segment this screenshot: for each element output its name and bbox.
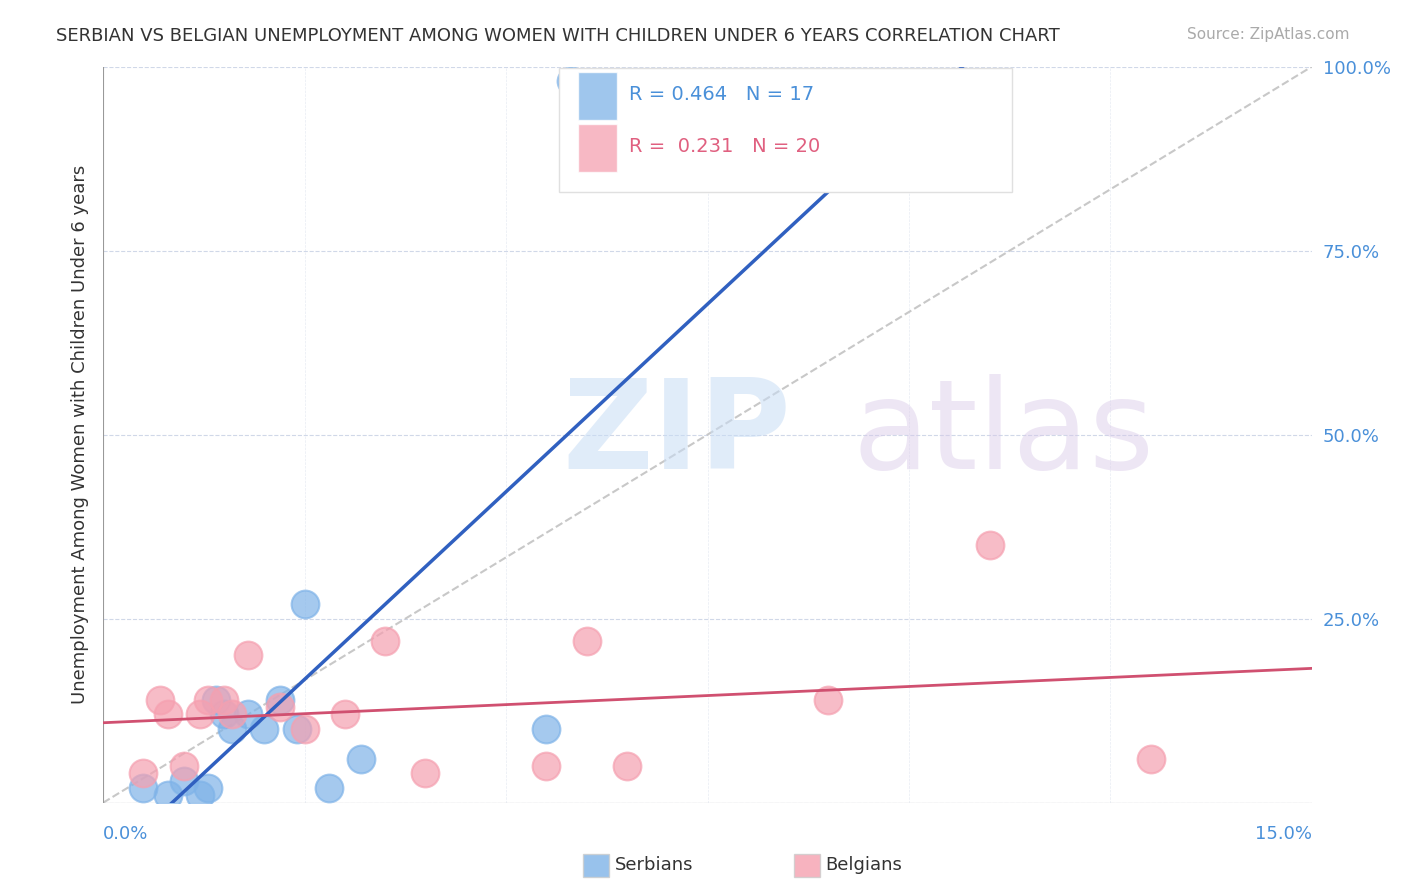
Point: [269, 692, 291, 706]
Text: Source: ZipAtlas.com: Source: ZipAtlas.com: [1187, 27, 1350, 42]
Point: [238, 648, 260, 663]
Point: [318, 780, 340, 795]
Text: ZIP: ZIP: [562, 374, 792, 495]
Point: [253, 722, 276, 736]
Point: [575, 633, 598, 648]
Text: R =  0.231   N = 20: R = 0.231 N = 20: [628, 136, 820, 155]
Point: [350, 751, 373, 765]
Point: [188, 707, 211, 722]
Point: [415, 766, 437, 780]
Point: [212, 707, 235, 722]
Point: [197, 780, 219, 795]
Point: [536, 759, 558, 773]
Point: [817, 692, 839, 706]
Y-axis label: Unemployment Among Women with Children Under 6 years: Unemployment Among Women with Children U…: [72, 165, 89, 705]
Text: SERBIAN VS BELGIAN UNEMPLOYMENT AMONG WOMEN WITH CHILDREN UNDER 6 YEARS CORRELAT: SERBIAN VS BELGIAN UNEMPLOYMENT AMONG WO…: [56, 27, 1060, 45]
Point: [221, 707, 243, 722]
Text: 0.0%: 0.0%: [103, 825, 149, 843]
FancyBboxPatch shape: [578, 124, 617, 172]
FancyBboxPatch shape: [578, 72, 617, 120]
Text: Belgians: Belgians: [825, 856, 903, 874]
Text: 15.0%: 15.0%: [1256, 825, 1312, 843]
Point: [1139, 751, 1161, 765]
Point: [197, 692, 219, 706]
Point: [188, 789, 211, 803]
Text: Serbians: Serbians: [614, 856, 693, 874]
Point: [374, 633, 396, 648]
Point: [285, 722, 308, 736]
Point: [294, 722, 316, 736]
Point: [536, 722, 558, 736]
Point: [560, 74, 582, 88]
Point: [333, 707, 356, 722]
Point: [132, 780, 155, 795]
Point: [205, 692, 228, 706]
Point: [212, 692, 235, 706]
Point: [221, 722, 243, 736]
Point: [132, 766, 155, 780]
Point: [979, 538, 1001, 552]
Point: [156, 789, 179, 803]
Text: R = 0.464   N = 17: R = 0.464 N = 17: [628, 85, 814, 104]
Point: [156, 707, 179, 722]
FancyBboxPatch shape: [558, 68, 1012, 192]
Text: atlas: atlas: [852, 374, 1154, 495]
Point: [294, 597, 316, 611]
Point: [269, 700, 291, 714]
Point: [173, 773, 195, 788]
Point: [238, 707, 260, 722]
Point: [173, 759, 195, 773]
Point: [148, 692, 170, 706]
Point: [616, 759, 638, 773]
